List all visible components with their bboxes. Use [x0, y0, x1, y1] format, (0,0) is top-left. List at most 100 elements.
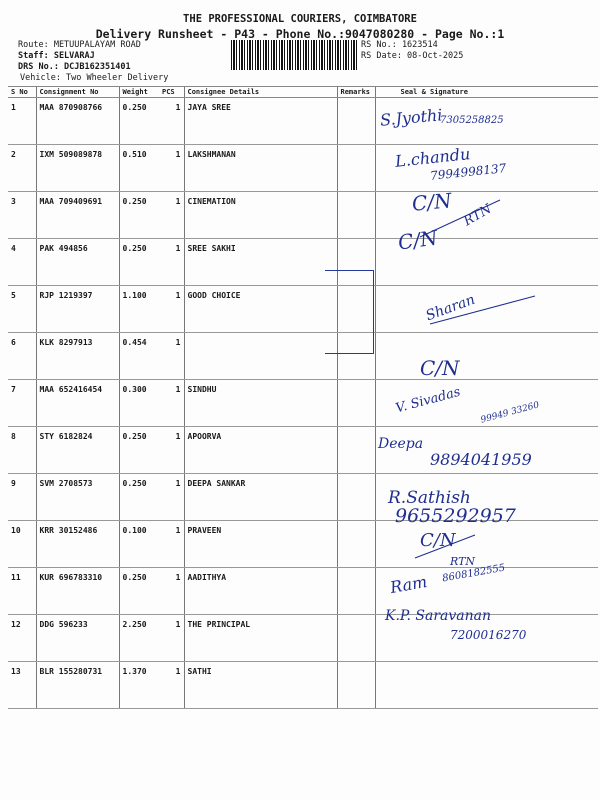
- cell-pcs: 1: [159, 520, 184, 568]
- ink-line: [429, 295, 536, 325]
- cell-sno: 2: [8, 144, 36, 192]
- col-consignment: Consignment No: [35, 86, 119, 98]
- cell-consignee: LAKSHMANAN: [183, 144, 337, 192]
- handwritten-phone: 9894041959: [430, 450, 532, 469]
- col-consignee: Consignee Details: [183, 86, 337, 98]
- cell-remarks: [336, 520, 375, 568]
- cell-sno: 5: [8, 285, 36, 333]
- cell-signature: [374, 97, 598, 145]
- ink-line: [419, 199, 501, 238]
- cell-consignee: PRAVEEN: [183, 520, 337, 568]
- cell-remarks: [336, 426, 375, 474]
- cell-pcs: 1: [159, 426, 184, 474]
- cell-remarks: [336, 567, 375, 615]
- cell-consignment-no: PAK 494856: [35, 238, 119, 286]
- col-sno: S No: [8, 86, 36, 98]
- cell-consignment-no: MAA 709409691: [35, 191, 119, 239]
- rs-number: RS No.: 1623514: [361, 40, 438, 50]
- cell-sno: 10: [8, 520, 36, 568]
- handwritten-phone: 7200016270: [450, 628, 527, 642]
- handwritten-note: C/N: [420, 530, 456, 551]
- cell-weight: 1.370: [118, 661, 159, 709]
- table-row: 5 RJP 1219397 1.100 1 GOOD CHOICE: [8, 285, 598, 333]
- cell-consignment-no: KLK 8297913: [35, 332, 119, 380]
- runsheet-subtitle: Delivery Runsheet - P43 - Phone No.:9047…: [95, 27, 505, 41]
- cell-weight: 0.454: [118, 332, 159, 380]
- cell-signature: [374, 661, 598, 709]
- ink-line: [414, 534, 476, 559]
- cell-weight: 0.250: [118, 567, 159, 615]
- cell-signature: [374, 191, 598, 239]
- cell-pcs: 1: [159, 238, 184, 286]
- runsheet-table: S No Consignment No Weight PCS Consignee…: [8, 86, 598, 709]
- cell-weight: 0.300: [118, 379, 159, 427]
- staff: Staff: SELVARAJ: [18, 51, 95, 61]
- cell-consignment-no: DDG 596233: [35, 614, 119, 662]
- cell-pcs: 1: [159, 379, 184, 427]
- cell-consignee: SATHI: [183, 661, 337, 709]
- cell-remarks: [336, 614, 375, 662]
- cell-pcs: 1: [159, 332, 184, 380]
- cell-consignee: APOORVA: [183, 426, 337, 474]
- col-signature: Seal & Signature: [374, 86, 598, 98]
- cell-remarks: [336, 144, 375, 192]
- table-row: 6 KLK 8297913 0.454 1: [8, 332, 598, 380]
- cell-signature: [374, 379, 598, 427]
- cell-consignee: JAYA SREE: [183, 97, 337, 145]
- handwritten-note: C/N: [411, 188, 453, 216]
- table-row: 12 DDG 596233 2.250 1 THE PRINCIPAL: [8, 614, 598, 662]
- table-row: 11 KUR 696783310 0.250 1 AADITHYA: [8, 567, 598, 615]
- cell-consignee: CINEMATION: [183, 191, 337, 239]
- cell-sno: 3: [8, 191, 36, 239]
- cell-signature: [374, 238, 598, 286]
- cell-remarks: [336, 473, 375, 521]
- signature: K.P. Saravanan: [385, 608, 492, 624]
- cell-consignee: THE PRINCIPAL: [183, 614, 337, 662]
- col-remarks: Remarks: [336, 86, 375, 98]
- table-row: 8 STY 6182824 0.250 1 APOORVA: [8, 426, 598, 474]
- drs-number: DRS No.: DCJB162351401: [18, 62, 131, 72]
- table-row: 3 MAA 709409691 0.250 1 CINEMATION: [8, 191, 598, 239]
- col-pcs: PCS: [159, 86, 184, 98]
- route: Route: METUUPALAYAM ROAD: [18, 40, 141, 50]
- cell-signature: [374, 473, 598, 521]
- vehicle: Vehicle: Two Wheeler Delivery: [20, 73, 169, 83]
- cell-pcs: 1: [159, 473, 184, 521]
- cell-signature: [374, 520, 598, 568]
- cell-signature: [374, 614, 598, 662]
- table-row: 7 MAA 652416454 0.300 1 SINDHU: [8, 379, 598, 427]
- cell-consignment-no: MAA 652416454: [35, 379, 119, 427]
- cell-sno: 8: [8, 426, 36, 474]
- table-row: 4 PAK 494856 0.250 1 SREE SAKHI: [8, 238, 598, 286]
- barcode: [231, 40, 357, 70]
- cell-remarks: [336, 238, 375, 286]
- cell-remarks: [336, 332, 375, 380]
- cell-sno: 6: [8, 332, 36, 380]
- cell-signature: [374, 144, 598, 192]
- cell-sno: 7: [8, 379, 36, 427]
- cell-consignment-no: KRR 30152486: [35, 520, 119, 568]
- signature: R.Sathish: [388, 488, 471, 508]
- cell-consignment-no: MAA 870908766: [35, 97, 119, 145]
- handwritten-note: RTN: [450, 555, 476, 568]
- cell-pcs: 1: [159, 567, 184, 615]
- cell-remarks: [336, 191, 375, 239]
- table-row: 10 KRR 30152486 0.100 1 PRAVEEN: [8, 520, 598, 568]
- handwritten-phone: 9655292957: [395, 505, 516, 527]
- cell-pcs: 1: [159, 97, 184, 145]
- cell-pcs: 1: [159, 285, 184, 333]
- cell-consignee: DEEPA SANKAR: [183, 473, 337, 521]
- cell-consignment-no: KUR 696783310: [35, 567, 119, 615]
- cell-pcs: 1: [159, 191, 184, 239]
- handwritten-phone: 7305258825: [440, 115, 504, 126]
- cell-weight: 0.100: [118, 520, 159, 568]
- cell-signature: [374, 426, 598, 474]
- cell-weight: 0.250: [118, 97, 159, 145]
- cell-weight: 0.250: [118, 238, 159, 286]
- cell-remarks: [336, 379, 375, 427]
- cell-signature: [374, 332, 598, 380]
- cell-sno: 1: [8, 97, 36, 145]
- cell-remarks: [336, 661, 375, 709]
- cell-pcs: 1: [159, 144, 184, 192]
